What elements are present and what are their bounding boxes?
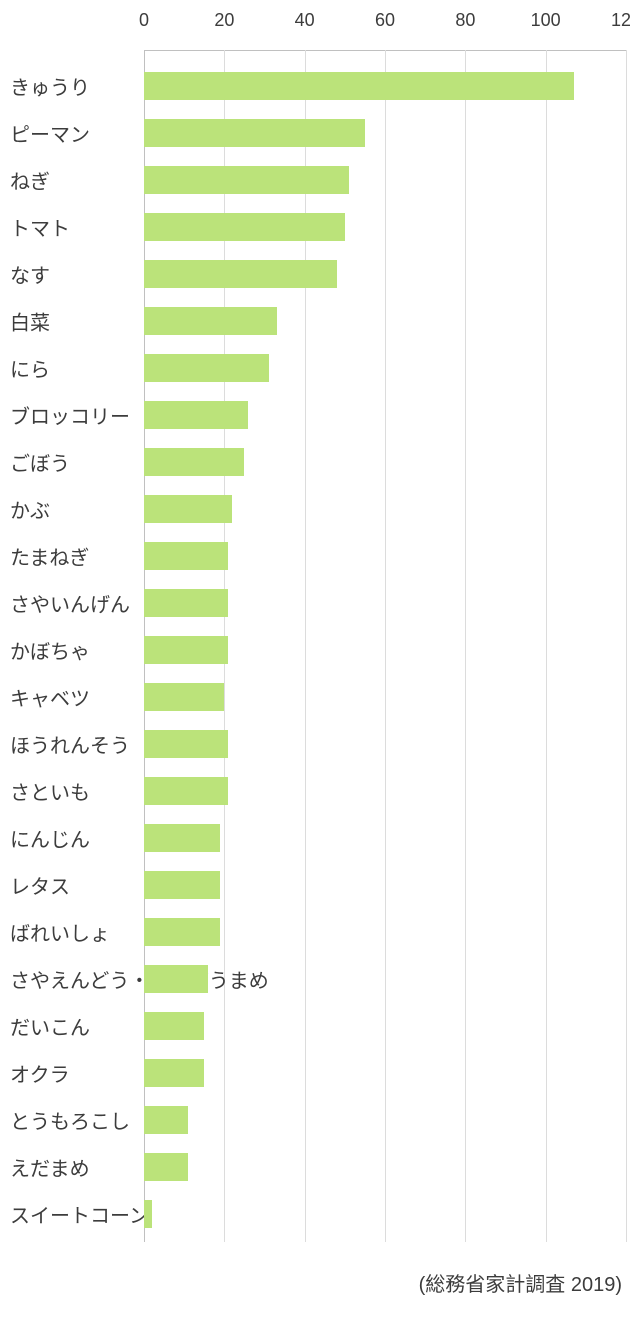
category-label: きゅうり	[10, 72, 90, 101]
bar	[144, 213, 345, 241]
x-tick-label: 120	[611, 10, 630, 31]
category-label: キャベツ	[10, 683, 90, 712]
chart-footnote: (総務省家計調査 2019)	[419, 1268, 622, 1297]
category-label: ブロッコリー	[10, 401, 130, 430]
category-label: さやいんげん	[10, 589, 130, 618]
category-label: かぼちゃ	[10, 636, 90, 665]
x-tick-label: 80	[455, 10, 475, 31]
x-tick-label: 40	[295, 10, 315, 31]
category-label: ばれいしょ	[10, 918, 110, 947]
bar	[144, 1200, 152, 1228]
category-label: たまねぎ	[10, 542, 89, 571]
category-label: レタス	[10, 871, 70, 900]
category-label: にんじん	[10, 824, 90, 853]
bar	[144, 1012, 204, 1040]
bar	[144, 730, 228, 758]
category-label: ピーマン	[10, 119, 90, 148]
bar	[144, 1106, 188, 1134]
bar	[144, 542, 228, 570]
x-gridline	[626, 50, 627, 1242]
category-label: だいこん	[10, 1012, 90, 1041]
x-tick-label: 60	[375, 10, 395, 31]
bar	[144, 683, 224, 711]
bar	[144, 636, 228, 664]
x-gridline	[385, 50, 386, 1242]
bar	[144, 1153, 188, 1181]
category-label: えだまめ	[10, 1153, 90, 1182]
category-label: ごぼう	[10, 448, 70, 477]
category-label: トマト	[10, 213, 70, 242]
bar	[144, 1059, 204, 1087]
bar	[144, 824, 220, 852]
bar	[144, 166, 349, 194]
category-label: さやえんどう・えんどうまめ	[10, 965, 140, 994]
category-label: オクラ	[10, 1059, 70, 1088]
bar	[144, 354, 269, 382]
bar	[144, 448, 244, 476]
x-tick-label: 100	[531, 10, 561, 31]
bar	[144, 307, 277, 335]
x-tick-label: 0	[139, 10, 149, 31]
x-gridline	[465, 50, 466, 1242]
category-label: ねぎ	[10, 166, 50, 195]
category-label: かぶ	[10, 495, 50, 524]
bar	[144, 495, 232, 523]
bar	[144, 777, 228, 805]
category-label: さといも	[10, 777, 90, 806]
bar	[144, 401, 248, 429]
category-label: にら	[10, 354, 50, 383]
bar	[144, 589, 228, 617]
category-label: 白菜	[10, 307, 50, 336]
bar	[144, 965, 208, 993]
bar	[144, 119, 365, 147]
bar	[144, 260, 337, 288]
chart-container: 0 20 40 60 80 100 120 きゅうりピーマンねぎトマトなす白菜にらブロッコリ…	[0, 0, 630, 1325]
category-label: スイートコーン	[10, 1200, 140, 1229]
x-gridline	[546, 50, 547, 1242]
x-tick-label: 20	[214, 10, 234, 31]
category-label: なす	[10, 260, 50, 289]
category-label: とうもろこし	[10, 1106, 130, 1135]
bar	[144, 72, 574, 100]
bar	[144, 918, 220, 946]
bar	[144, 871, 220, 899]
category-label: ほうれんそう	[10, 730, 130, 759]
